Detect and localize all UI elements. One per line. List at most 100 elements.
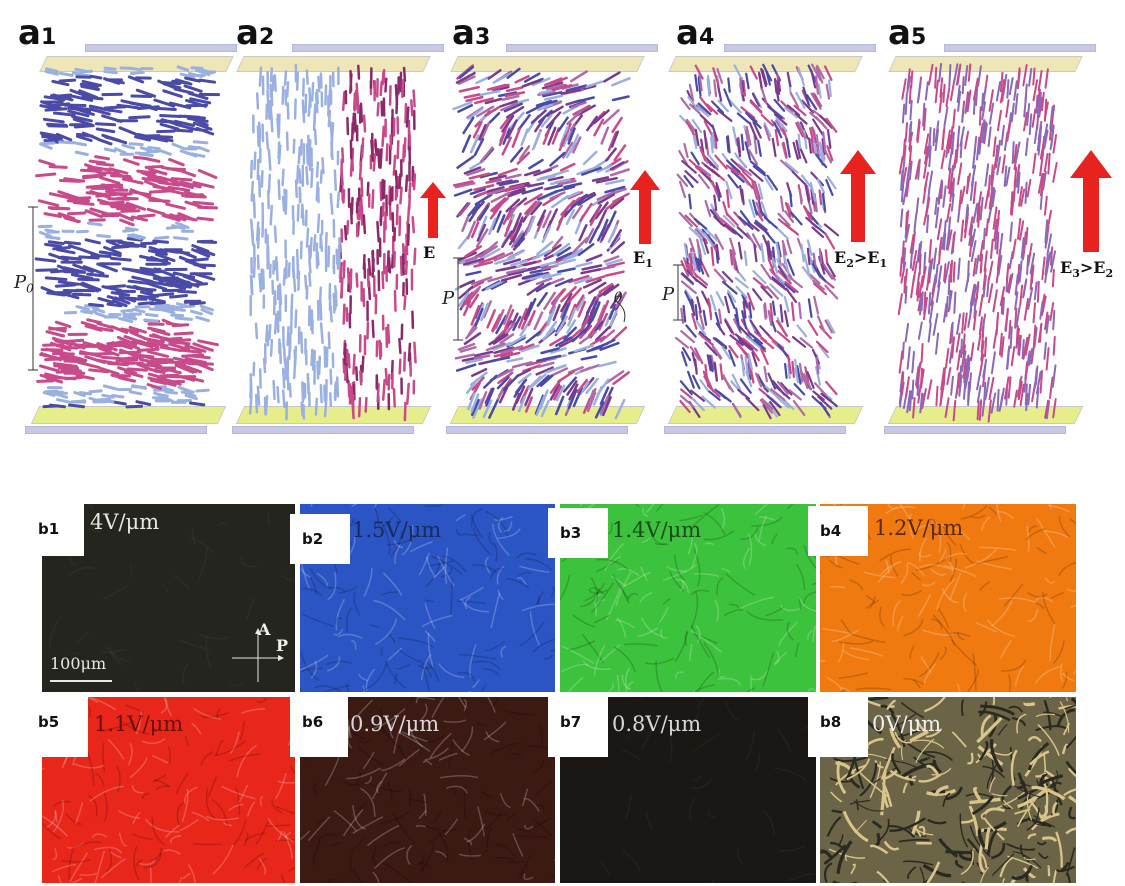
lc-rod-a4	[751, 92, 761, 107]
lc-rod-a5	[963, 378, 967, 400]
lc-rod-a2	[374, 138, 378, 157]
lc-rod-a1	[81, 79, 100, 87]
pitch-label-p-a3: P	[442, 288, 455, 309]
lc-rod-a1	[192, 181, 215, 189]
lc-rod-a2	[249, 274, 254, 296]
lc-rod-a4	[747, 221, 760, 232]
lc-rod-a5	[1049, 302, 1055, 322]
lc-rod-a3	[535, 366, 554, 376]
lc-rod-a4	[818, 189, 823, 206]
lc-rod-a3	[462, 300, 472, 317]
lc-rod-a1	[86, 221, 103, 227]
lc-rod-a1	[128, 66, 142, 72]
lc-rod-a1	[80, 309, 94, 315]
lc-rod-a2	[398, 172, 402, 190]
lc-rod-a5	[1050, 246, 1054, 266]
lc-rod-a1	[71, 114, 93, 123]
field-arrow-a5	[1070, 150, 1112, 252]
lc-rod-a5	[976, 136, 981, 161]
lc-rod-a4	[691, 352, 698, 371]
lc-rod-a1	[141, 176, 164, 184]
lc-rod-a1	[131, 384, 147, 390]
lc-rod-a1	[168, 158, 185, 167]
lc-rod-a5	[925, 196, 931, 217]
panel-label-b5: b5	[26, 697, 88, 757]
lc-rod-a3	[503, 102, 523, 113]
lc-rod-a3	[502, 207, 513, 225]
lc-rod-a5	[995, 144, 999, 168]
lc-rod-a5	[1028, 67, 1033, 87]
lc-rod-a4	[823, 148, 833, 164]
lc-rod-a1	[123, 370, 144, 378]
lc-rod-a3	[541, 225, 552, 243]
lc-rod-a4	[683, 142, 689, 159]
lc-rod-a3	[522, 364, 542, 373]
lc-rod-a1	[172, 356, 196, 364]
lc-rod-a1	[192, 140, 209, 145]
lc-rod-a3	[471, 367, 488, 378]
lc-rod-a3	[540, 399, 550, 417]
lc-rod-a3	[568, 274, 590, 284]
lc-rod-a4	[764, 385, 780, 400]
lc-rod-a5	[1046, 209, 1052, 230]
lc-rod-a2	[392, 154, 397, 176]
lc-rod-a5	[963, 312, 968, 331]
lc-rod-a3	[488, 333, 506, 346]
lc-rod-a5	[982, 227, 986, 250]
lc-rod-a2	[271, 75, 275, 92]
lc-rod-a4	[815, 153, 828, 169]
lc-rod-a4	[749, 100, 763, 114]
lc-rod-a4	[679, 380, 693, 396]
lc-rod-a3	[611, 95, 630, 102]
lc-rod-a2	[327, 331, 331, 350]
lc-rod-a5	[1026, 103, 1031, 127]
field-label-e2: E2>E1	[834, 248, 888, 271]
lc-rod-a4	[692, 374, 701, 390]
lc-rod-a2	[329, 304, 333, 323]
lc-rod-a5	[960, 350, 967, 373]
lc-rod-a2	[254, 393, 259, 414]
lc-rod-a2	[256, 254, 260, 270]
lc-rod-a4	[703, 129, 708, 150]
lc-rod-a4	[710, 246, 715, 267]
lc-rod-a3	[497, 167, 518, 177]
lc-rod-a1	[47, 240, 65, 246]
lc-rod-a5	[977, 65, 982, 87]
lc-rod-a1	[192, 121, 213, 131]
lc-rod-a3	[536, 174, 556, 182]
lc-rod-a1	[140, 363, 163, 368]
lc-rod-a1	[78, 89, 99, 99]
lc-rod-a1	[71, 94, 94, 102]
lc-rod-a3	[533, 311, 544, 331]
lc-rod-a5	[1014, 93, 1019, 115]
lc-rod-a3	[455, 363, 477, 372]
lc-rod-a3	[513, 380, 526, 398]
lc-rod-a3	[555, 384, 566, 402]
lc-rod-a5	[938, 91, 943, 114]
lc-rod-a3	[525, 359, 547, 367]
lc-rod-a1	[66, 199, 89, 204]
lc-cell-a2	[232, 42, 444, 442]
field-label-e1: E1	[633, 248, 653, 271]
lc-rod-a3	[514, 74, 530, 84]
lc-rod-a2	[296, 203, 300, 222]
lc-rod-a5	[956, 349, 962, 371]
lc-rod-a3	[529, 273, 551, 281]
lc-rod-a1	[129, 188, 152, 199]
lc-rod-a1	[189, 401, 206, 407]
lc-rod-a3	[507, 334, 527, 347]
lc-rod-a3	[492, 333, 509, 345]
lc-rod-a3	[591, 301, 601, 322]
lc-rod-a4	[698, 310, 705, 330]
lc-rod-a4	[722, 374, 731, 390]
lc-rod-a1	[172, 271, 196, 279]
lc-rod-a2	[281, 195, 286, 212]
lc-rod-a3	[525, 200, 541, 218]
lc-rod-a1	[96, 234, 111, 239]
lc-rod-a1	[99, 107, 123, 114]
panel-label-a2: a2	[236, 13, 275, 53]
lc-rod-a5	[959, 139, 963, 159]
lc-rod-a3	[470, 134, 480, 153]
lc-rod-a3	[530, 201, 543, 216]
lc-rod-a1	[90, 253, 112, 258]
